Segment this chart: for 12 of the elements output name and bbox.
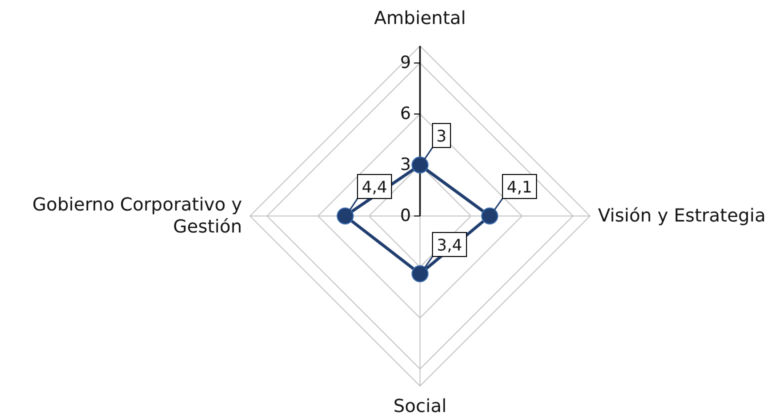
data-label: 3,4 <box>436 235 462 254</box>
y-tick-label: 0 <box>400 206 411 226</box>
spoke-label: Ambiental <box>374 8 466 29</box>
data-label: 4,1 <box>506 177 532 196</box>
data-label: 3 <box>436 126 447 145</box>
spoke-label: Gobierno Corporativo y Gestión <box>32 194 242 238</box>
y-tick-label: 3 <box>400 155 411 175</box>
spoke-label: Social <box>393 396 447 417</box>
y-tick-label: 9 <box>400 53 411 73</box>
y-tick-label: 6 <box>400 104 411 124</box>
spoke-label: Visión y Estrategia <box>598 206 766 226</box>
data-label: 4,4 <box>362 177 388 196</box>
